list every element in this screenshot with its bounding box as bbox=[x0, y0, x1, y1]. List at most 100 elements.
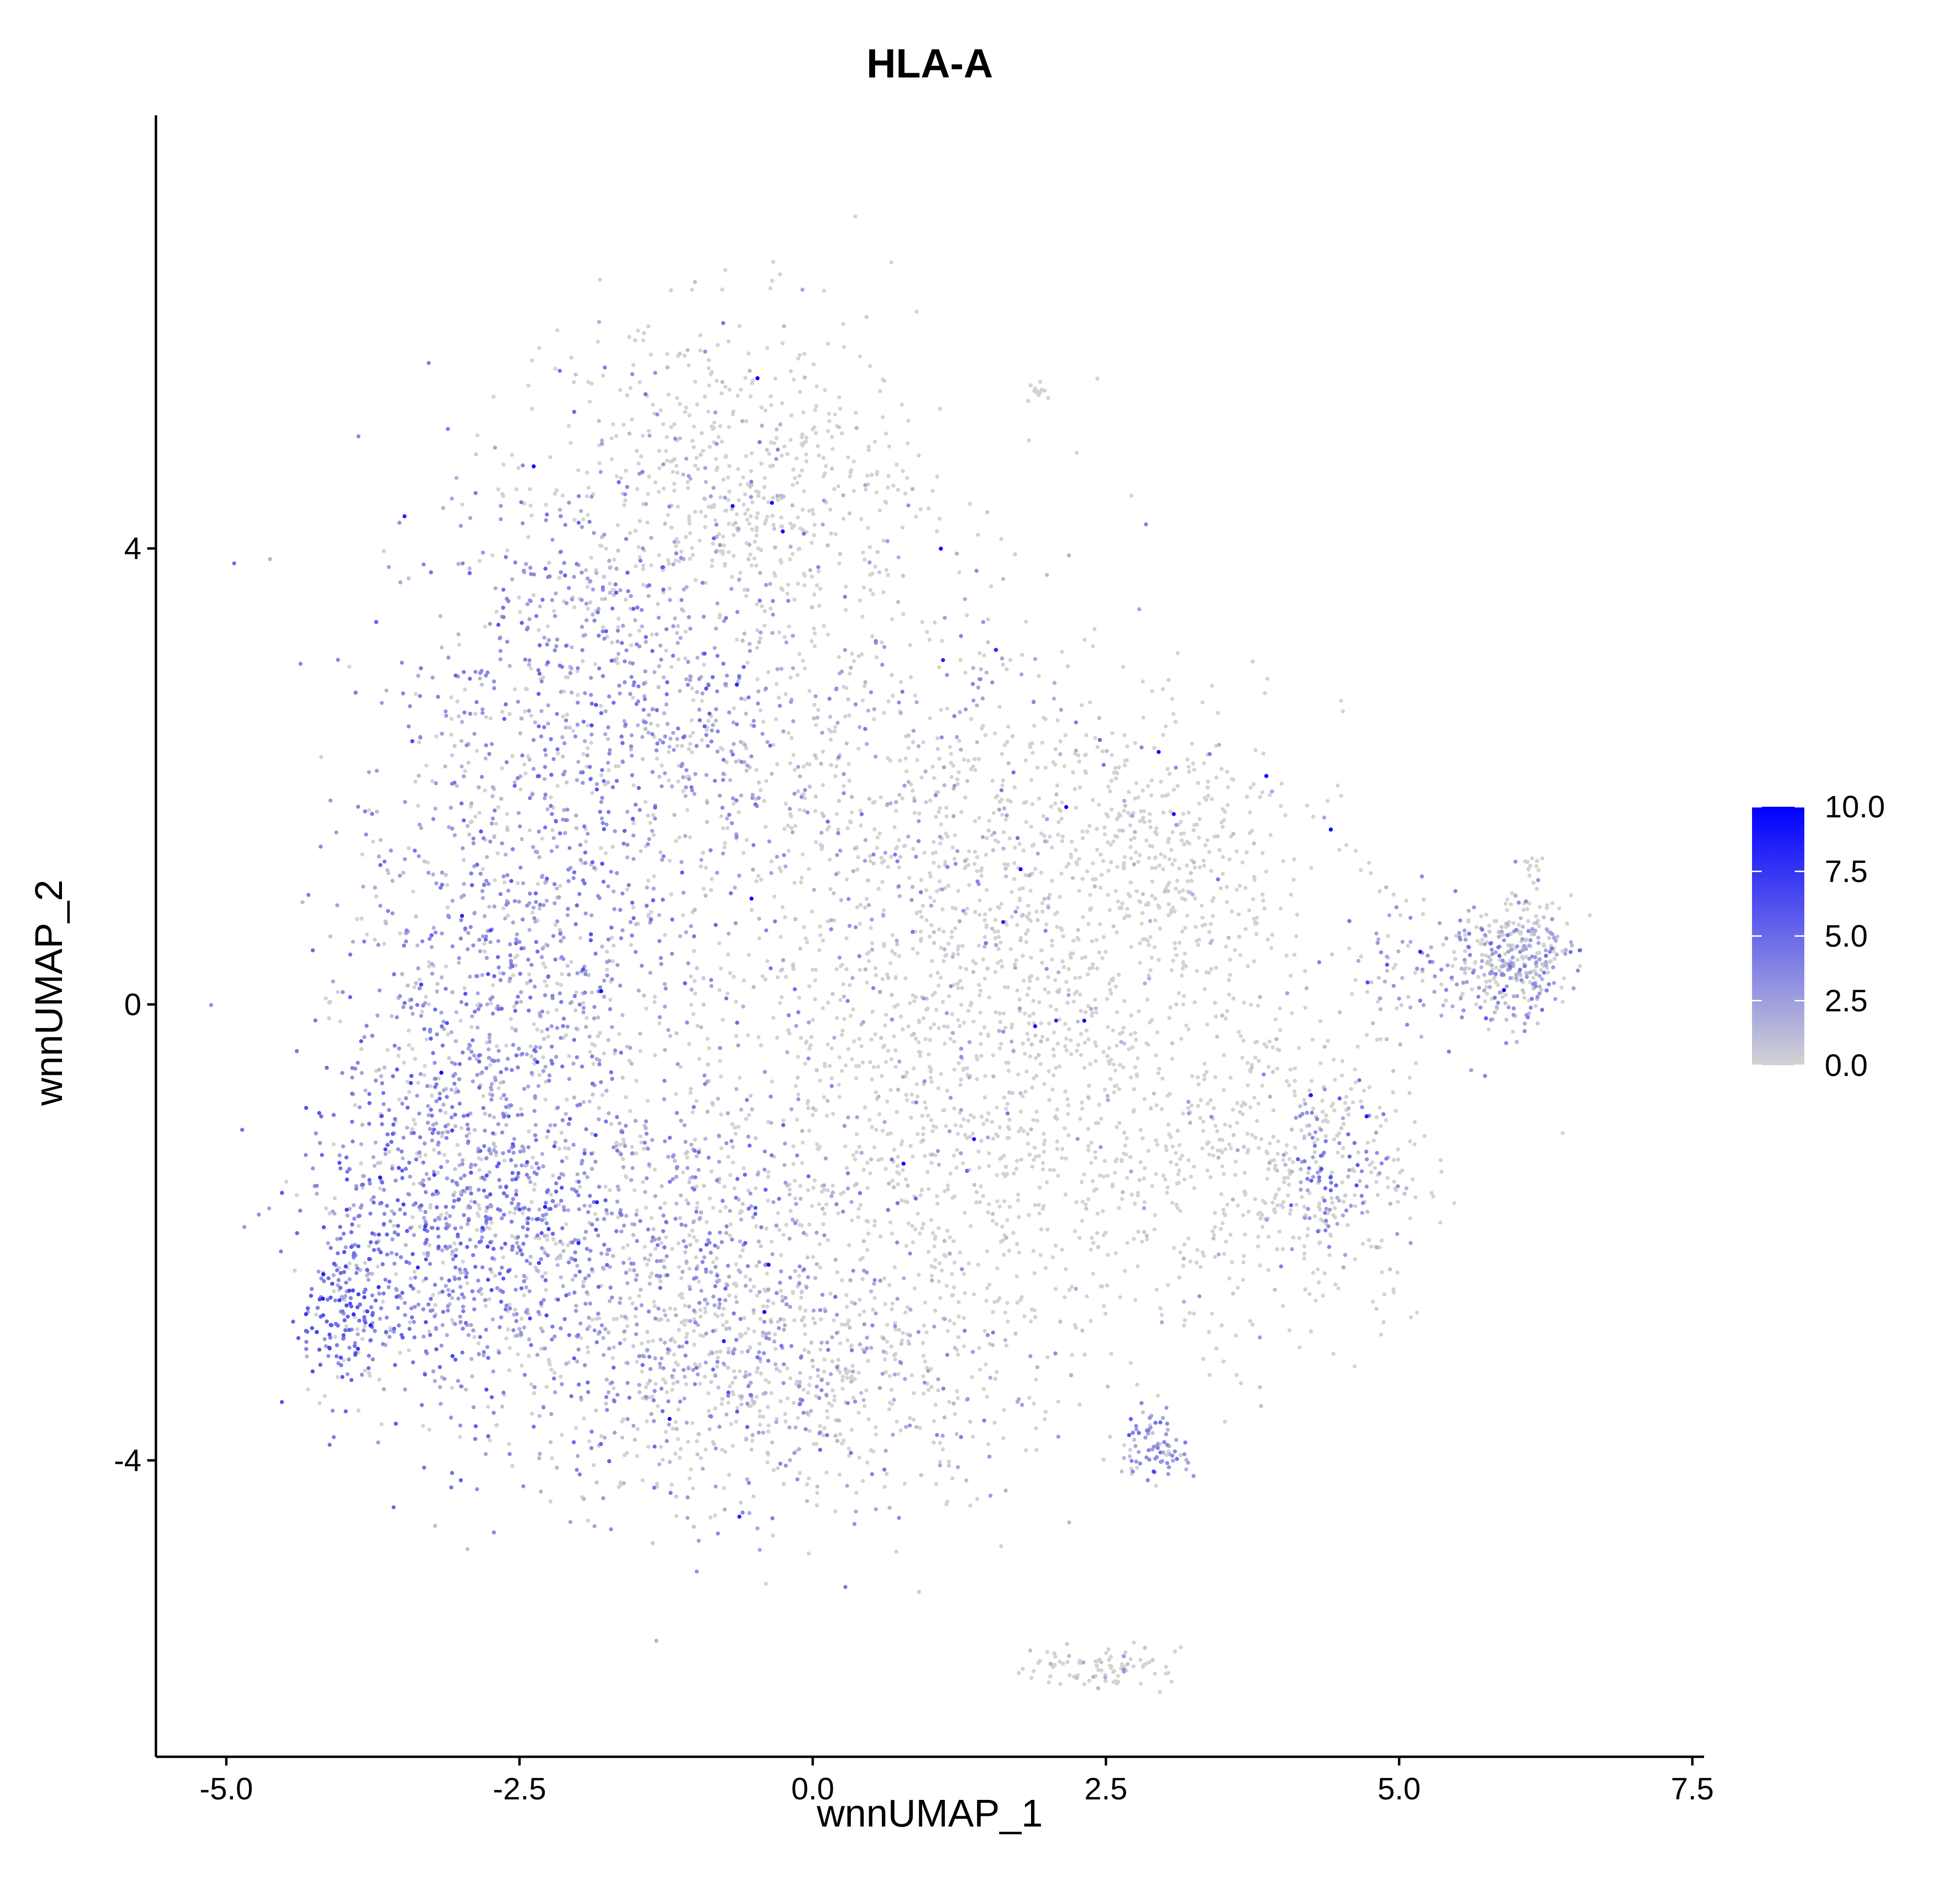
data-point bbox=[942, 1239, 947, 1243]
data-point bbox=[1534, 914, 1538, 918]
data-point bbox=[1256, 1101, 1261, 1106]
data-point bbox=[807, 867, 811, 871]
data-point bbox=[1281, 1304, 1285, 1308]
data-point bbox=[1009, 947, 1013, 952]
data-point bbox=[1009, 1026, 1014, 1030]
data-point bbox=[457, 961, 461, 965]
data-point bbox=[1154, 830, 1158, 835]
data-point bbox=[483, 788, 487, 793]
data-point bbox=[673, 1158, 677, 1163]
data-point bbox=[771, 1015, 776, 1020]
data-point bbox=[1142, 1200, 1147, 1204]
data-point bbox=[691, 1110, 695, 1114]
data-point bbox=[729, 1422, 734, 1427]
data-point bbox=[870, 634, 875, 639]
data-point bbox=[896, 600, 900, 604]
data-point bbox=[685, 808, 690, 813]
data-point bbox=[1111, 924, 1116, 928]
data-point bbox=[1128, 1657, 1133, 1661]
data-point bbox=[1172, 941, 1177, 945]
data-point bbox=[1549, 959, 1553, 964]
data-point bbox=[1294, 1202, 1299, 1207]
data-point bbox=[572, 380, 576, 384]
data-point bbox=[747, 952, 751, 957]
data-point bbox=[889, 260, 893, 264]
data-point bbox=[968, 1419, 972, 1424]
data-point bbox=[698, 1308, 703, 1312]
data-point bbox=[737, 498, 741, 503]
data-point bbox=[1365, 1033, 1369, 1037]
data-point bbox=[636, 461, 641, 466]
data-point bbox=[716, 435, 721, 439]
data-point bbox=[1030, 1085, 1034, 1090]
data-point bbox=[1207, 1330, 1211, 1334]
data-point bbox=[737, 810, 741, 814]
data-point bbox=[1164, 1148, 1169, 1152]
data-point bbox=[780, 905, 785, 909]
data-point bbox=[887, 444, 892, 449]
data-point bbox=[1113, 766, 1118, 770]
data-point bbox=[1193, 896, 1198, 901]
data-point bbox=[869, 1448, 874, 1452]
data-point bbox=[707, 1046, 711, 1050]
data-point bbox=[1121, 1190, 1125, 1195]
data-point bbox=[1286, 1193, 1290, 1198]
data-point bbox=[1231, 1291, 1235, 1296]
data-point bbox=[1231, 1133, 1236, 1137]
data-point bbox=[1063, 1267, 1068, 1272]
data-point bbox=[1064, 864, 1069, 869]
data-point bbox=[1537, 905, 1542, 909]
data-point bbox=[892, 1005, 897, 1009]
data-point bbox=[738, 1075, 742, 1080]
data-point bbox=[799, 1318, 804, 1322]
data-point bbox=[1030, 1165, 1035, 1169]
data-point bbox=[735, 1300, 739, 1305]
data-point bbox=[430, 779, 435, 783]
data-point bbox=[759, 405, 764, 410]
data-point bbox=[593, 1212, 598, 1216]
data-point bbox=[979, 1054, 984, 1058]
data-point bbox=[1134, 781, 1138, 785]
data-point bbox=[613, 1051, 617, 1056]
data-point bbox=[484, 1209, 489, 1213]
data-point bbox=[692, 949, 696, 953]
data-point bbox=[995, 1266, 999, 1271]
data-point bbox=[1086, 1004, 1091, 1009]
data-point bbox=[799, 1295, 803, 1300]
data-point bbox=[1026, 904, 1030, 908]
data-point bbox=[1281, 859, 1286, 863]
data-point bbox=[928, 1026, 933, 1030]
data-point bbox=[693, 380, 697, 384]
data-point bbox=[1285, 1079, 1289, 1083]
data-point bbox=[1479, 914, 1483, 919]
data-point bbox=[1377, 976, 1381, 980]
data-point bbox=[769, 606, 773, 611]
data-point bbox=[680, 1296, 684, 1300]
data-point bbox=[782, 1482, 786, 1487]
data-point bbox=[1106, 892, 1110, 897]
data-point bbox=[591, 1463, 596, 1467]
data-point bbox=[1346, 1223, 1350, 1228]
data-point bbox=[845, 1376, 849, 1380]
data-point bbox=[993, 969, 998, 974]
data-point bbox=[807, 1222, 812, 1227]
data-point bbox=[1225, 900, 1229, 904]
data-point bbox=[643, 727, 648, 731]
data-point bbox=[1074, 1200, 1079, 1204]
data-point bbox=[971, 1292, 976, 1296]
data-point bbox=[1303, 969, 1307, 973]
data-point bbox=[1242, 1000, 1246, 1005]
data-point bbox=[1046, 896, 1051, 900]
data-point bbox=[1026, 1132, 1030, 1136]
data-point bbox=[538, 1413, 542, 1418]
data-point bbox=[733, 521, 738, 525]
data-point bbox=[625, 1044, 630, 1049]
data-point bbox=[1246, 1210, 1251, 1214]
data-point bbox=[637, 1390, 642, 1395]
data-point bbox=[743, 511, 748, 516]
data-point bbox=[1102, 825, 1107, 829]
data-point bbox=[676, 505, 680, 509]
data-point bbox=[532, 1061, 537, 1066]
data-point bbox=[1289, 892, 1293, 897]
data-point bbox=[703, 525, 707, 529]
